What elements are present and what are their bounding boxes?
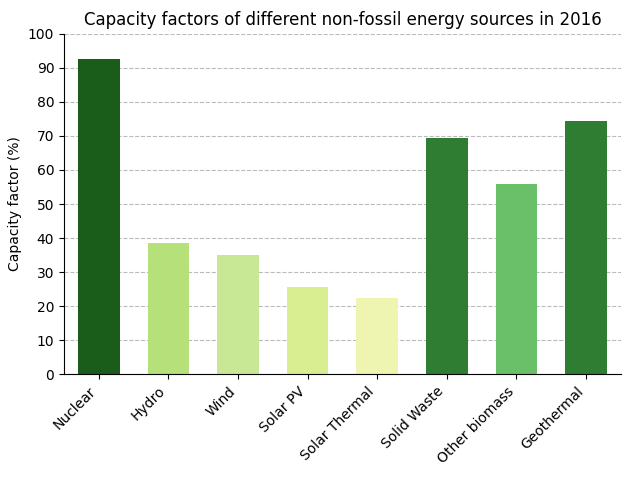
Bar: [217, 255, 259, 374]
Bar: [78, 59, 120, 374]
Bar: [565, 120, 607, 374]
Bar: [287, 288, 328, 374]
Y-axis label: Capacity factor (%): Capacity factor (%): [8, 137, 22, 271]
Bar: [426, 138, 468, 374]
Title: Capacity factors of different non-fossil energy sources in 2016: Capacity factors of different non-fossil…: [84, 11, 601, 29]
Bar: [147, 243, 189, 374]
Bar: [495, 183, 538, 374]
Bar: [356, 298, 398, 374]
